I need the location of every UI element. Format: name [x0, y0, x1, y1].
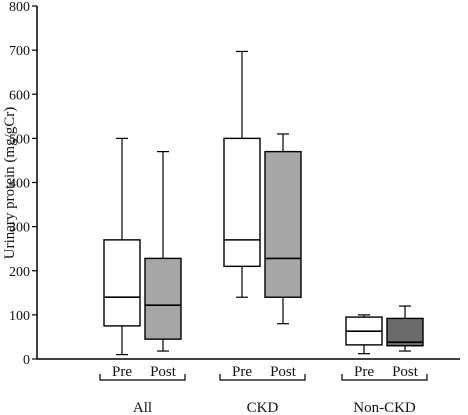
box-iqr — [264, 150, 302, 298]
box-iqr — [223, 137, 261, 268]
box-ckd-pre — [223, 50, 261, 298]
category-label: Post — [150, 364, 177, 380]
group-bracket — [99, 374, 186, 381]
y-tick-label: 300 — [9, 221, 30, 236]
y-ticks: 0 100 200 300 400 500 600 700 800 — [9, 0, 37, 368]
group-bracket — [341, 374, 428, 381]
category-label: Pre — [232, 364, 252, 380]
y-tick-label: 0 — [23, 353, 30, 368]
box-iqr — [386, 317, 424, 347]
boxes — [103, 50, 424, 356]
group-label: All — [133, 400, 152, 415]
y-tick-label: 100 — [9, 309, 30, 324]
category-label: Pre — [112, 364, 132, 380]
y-tick-label: 500 — [9, 132, 30, 147]
box-all-pre — [103, 137, 141, 356]
group-bracket — [219, 374, 306, 381]
box-all-post — [144, 151, 182, 352]
box-non-ckd-post — [386, 305, 424, 352]
category-label: Pre — [354, 364, 374, 380]
category-label: Post — [270, 364, 297, 380]
y-tick-label: 600 — [9, 88, 30, 103]
y-tick-label: 800 — [9, 0, 30, 15]
y-tick-label: 400 — [9, 177, 30, 192]
group-label: CKD — [247, 400, 279, 415]
category-label: Post — [392, 364, 419, 380]
y-axis-title: Urinary protein (mg/gCr) — [2, 107, 18, 259]
box-non-ckd-pre — [345, 314, 383, 355]
y-tick-label: 700 — [9, 44, 30, 59]
box-iqr — [103, 239, 141, 327]
y-tick-label: 200 — [9, 265, 30, 280]
category-labels: Pre Post All Pre Post CKD Pre Post Non-CKD — [99, 364, 428, 415]
box-iqr — [144, 257, 182, 340]
box-ckd-post — [264, 133, 302, 325]
group-label: Non-CKD — [353, 400, 416, 415]
